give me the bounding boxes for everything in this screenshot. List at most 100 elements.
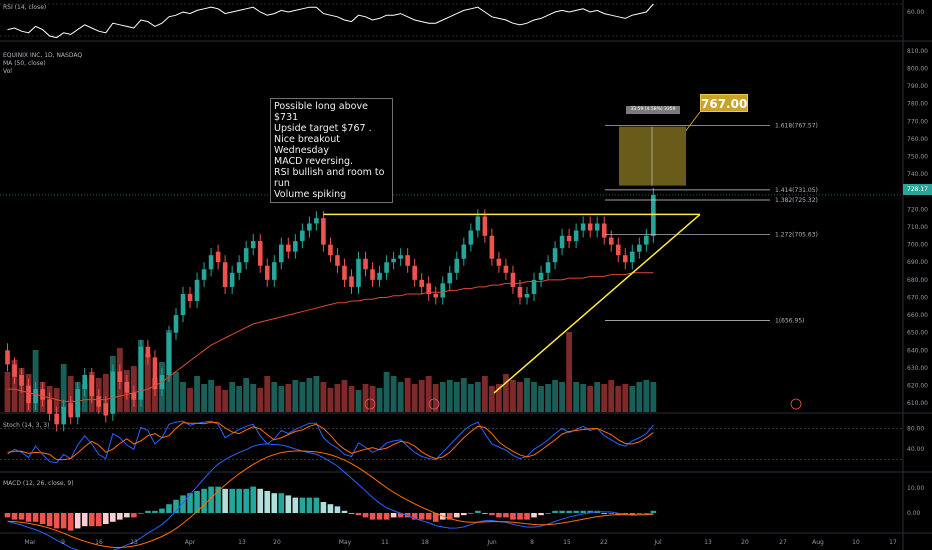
volume-bar-8 xyxy=(60,364,67,412)
symbol-label: EQUINIX INC, 1D, NASDAQ xyxy=(3,52,82,59)
volume-bar-20 xyxy=(145,354,151,412)
macd-hist-bar-21 xyxy=(152,510,158,513)
candle-body-24 xyxy=(173,315,179,333)
volume-bar-67 xyxy=(474,382,481,412)
price-tick-label-17: 640.00 xyxy=(907,347,928,354)
price-target-label[interactable]: 767.00 xyxy=(700,94,748,112)
volume-bar-9 xyxy=(67,376,74,412)
volume-bar-56 xyxy=(397,382,404,412)
candle-body-75 xyxy=(531,279,537,294)
volume-bar-37 xyxy=(264,376,271,412)
candle-body-11 xyxy=(82,375,88,390)
volume-bar-69 xyxy=(488,386,495,412)
price-tick-label-12: 690.00 xyxy=(907,259,928,266)
macd-hist-bar-42 xyxy=(299,497,306,513)
time-tick-label-9: 18 xyxy=(421,539,429,546)
time-tick-label-19: 10 xyxy=(852,539,860,546)
volume-bar-32 xyxy=(229,382,236,412)
candle-body-36 xyxy=(257,241,263,266)
candle-body-3 xyxy=(26,385,31,404)
volume-bar-25 xyxy=(180,382,186,412)
candle-body-87 xyxy=(615,244,621,256)
volume-bar-76 xyxy=(538,386,544,412)
macd-hist-bar-24 xyxy=(173,499,179,513)
macd-hist-bar-28 xyxy=(201,488,207,513)
macd-hist-bar-27 xyxy=(194,491,200,513)
time-tick-label-12: 15 xyxy=(563,539,571,546)
candle-body-61 xyxy=(433,293,439,298)
candle-body-85 xyxy=(601,223,607,238)
time-tick-label-5: 13 xyxy=(238,539,246,546)
macd-hist-bar-52 xyxy=(369,513,376,520)
target-leader xyxy=(685,111,701,131)
volume-bar-65 xyxy=(460,378,467,412)
candle-body-13 xyxy=(96,396,102,407)
candle-body-63 xyxy=(447,272,453,284)
macd-hist-bar-39 xyxy=(278,493,285,513)
volume-bar-47 xyxy=(334,384,341,412)
time-tick-label-20: 17 xyxy=(889,539,897,546)
candle-body-86 xyxy=(608,237,614,245)
macd-hist-bar-33 xyxy=(236,488,242,513)
macd-hist-bar-81 xyxy=(573,510,579,513)
candle-body-0 xyxy=(5,350,10,365)
macd-hist-bar-54 xyxy=(383,513,390,520)
candle-body-70 xyxy=(496,258,502,266)
time-tick-label-11: 8 xyxy=(530,539,534,546)
current-price-tag: 728.17 xyxy=(903,184,932,195)
macd-hist-bar-92 xyxy=(650,510,657,513)
volume-bar-42 xyxy=(299,382,306,412)
time-tick-label-8: 11 xyxy=(381,539,389,546)
price-tick-label-7: 740.00 xyxy=(907,171,928,178)
volume-bar-85 xyxy=(601,384,608,412)
macd-hist-bar-50 xyxy=(355,513,362,516)
price-tick-label-0: 810.00 xyxy=(907,48,928,55)
volume-bar-86 xyxy=(608,380,615,412)
price-tick-label-5: 760.00 xyxy=(907,136,928,143)
macd-hist-bar-69 xyxy=(489,513,495,516)
volume-bar-92 xyxy=(650,382,657,412)
candle-body-6 xyxy=(47,399,52,414)
macd-hist-bar-59 xyxy=(418,513,425,520)
volume-bar-11 xyxy=(81,384,88,412)
macd-hist-bar-3 xyxy=(25,513,32,522)
macd-label: MACD (12, 26, close, 9) xyxy=(3,480,74,487)
time-tick-label-18: Aug xyxy=(812,539,824,546)
macd-hist-bar-4 xyxy=(32,513,39,522)
candle-body-17 xyxy=(124,382,130,393)
time-tick-label-10: Jun xyxy=(486,539,497,546)
volume-bar-57 xyxy=(404,378,411,412)
price-tick-label-18: 630.00 xyxy=(907,365,928,372)
volume-bar-1 xyxy=(11,360,18,412)
macd-hist-bar-45 xyxy=(320,502,327,513)
stoch-tick-label-0: 80.00 xyxy=(907,425,924,432)
volume-bar-73 xyxy=(517,382,523,412)
price-tick-label-11: 700.00 xyxy=(907,242,928,249)
candle-body-33 xyxy=(236,262,242,273)
event-marker-2 xyxy=(790,398,802,410)
macd-hist-bar-31 xyxy=(222,488,228,513)
volume-bar-71 xyxy=(503,374,509,412)
volume-bar-30 xyxy=(215,386,222,412)
vol-label: Vol xyxy=(3,68,12,75)
candle-body-27 xyxy=(194,279,200,301)
candle-body-69 xyxy=(489,235,495,259)
volume-bar-79 xyxy=(559,382,565,412)
candle-body-40 xyxy=(286,244,291,252)
volume-bar-46 xyxy=(327,388,334,412)
candle-body-41 xyxy=(293,241,298,252)
candle-body-50 xyxy=(356,258,361,287)
candle-body-16 xyxy=(117,371,123,383)
candle-body-62 xyxy=(440,283,446,298)
volume-bar-40 xyxy=(285,384,292,412)
trade-idea-annotation[interactable]: Possible long above $731 Upside target $… xyxy=(270,98,393,203)
time-tick-label-1: 9 xyxy=(61,539,65,546)
macd-hist-bar-60 xyxy=(425,513,432,520)
candle-body-34 xyxy=(243,248,249,263)
volume-bar-44 xyxy=(313,376,320,412)
volume-bar-43 xyxy=(306,378,313,412)
price-tick-label-6: 750.00 xyxy=(907,154,928,161)
candle-body-52 xyxy=(370,269,375,280)
macd-hist-bar-55 xyxy=(390,513,397,518)
